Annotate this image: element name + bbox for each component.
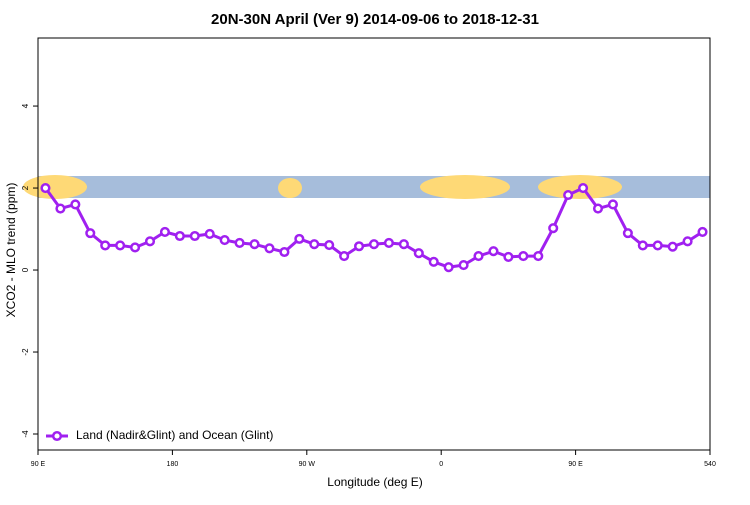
data-point (518, 251, 529, 262)
data-point (548, 223, 559, 234)
y-tick-label: 4 (21, 103, 30, 108)
legend-marker (51, 430, 63, 442)
data-point (443, 262, 454, 273)
data-point (563, 189, 574, 201)
data-point (234, 237, 245, 249)
data-point (279, 246, 290, 258)
y-tick-label: -2 (21, 348, 30, 356)
data-point (473, 251, 484, 262)
data-point (667, 241, 678, 252)
x-tick-label: 540 (704, 461, 716, 468)
data-point (488, 246, 499, 257)
data-point (55, 203, 66, 214)
data-point (309, 239, 320, 250)
data-point (503, 251, 514, 262)
x-tick-label: 180 (167, 461, 179, 468)
data-point (458, 260, 469, 271)
data-point (682, 236, 693, 247)
data-point (324, 239, 335, 251)
data-point (264, 243, 275, 254)
y-tick-label: 0 (21, 267, 30, 272)
data-point (428, 256, 439, 267)
data-point (339, 251, 350, 262)
x-axis-label: Longitude (deg E) (327, 475, 422, 489)
data-point (533, 251, 544, 262)
data-point (413, 248, 424, 259)
data-point (637, 240, 648, 251)
data-point (622, 228, 633, 239)
chart-title: 20N-30N April (Ver 9) 2014-09-06 to 2018… (211, 11, 539, 28)
y-tick-label: -4 (21, 430, 30, 438)
x-tick-label: 90 E (568, 461, 583, 468)
data-point (398, 239, 409, 250)
data-point (219, 235, 230, 246)
data-point (189, 230, 200, 242)
data-point (592, 203, 604, 214)
data-point (578, 182, 589, 194)
data-point (70, 199, 81, 210)
data-point (204, 228, 215, 240)
data-point (652, 240, 663, 251)
data-point (294, 233, 305, 244)
legend-label: Land (Nadir&Glint) and Ocean (Glint) (76, 428, 273, 442)
x-tick-label: 90 E (31, 461, 46, 468)
data-point (697, 226, 708, 237)
data-point (249, 239, 260, 250)
data-point (383, 237, 394, 249)
data-point (174, 230, 185, 242)
x-tick-label: 0 (439, 461, 443, 468)
data-point (40, 182, 51, 194)
y-axis-label: XCO2 - MLO trend (ppm) (4, 183, 18, 318)
data-point (368, 239, 380, 250)
x-tick-label: 90 W (299, 461, 316, 468)
map-strip (23, 175, 710, 199)
data-point (85, 228, 96, 239)
data-point (100, 240, 111, 251)
data-point (354, 241, 365, 252)
plot-frame (37, 37, 711, 451)
data-point (130, 242, 141, 253)
data-point (607, 199, 618, 210)
data-point (115, 240, 126, 251)
y-tick-label: 2 (21, 185, 30, 190)
data-point (159, 226, 170, 237)
data-point (144, 236, 156, 247)
